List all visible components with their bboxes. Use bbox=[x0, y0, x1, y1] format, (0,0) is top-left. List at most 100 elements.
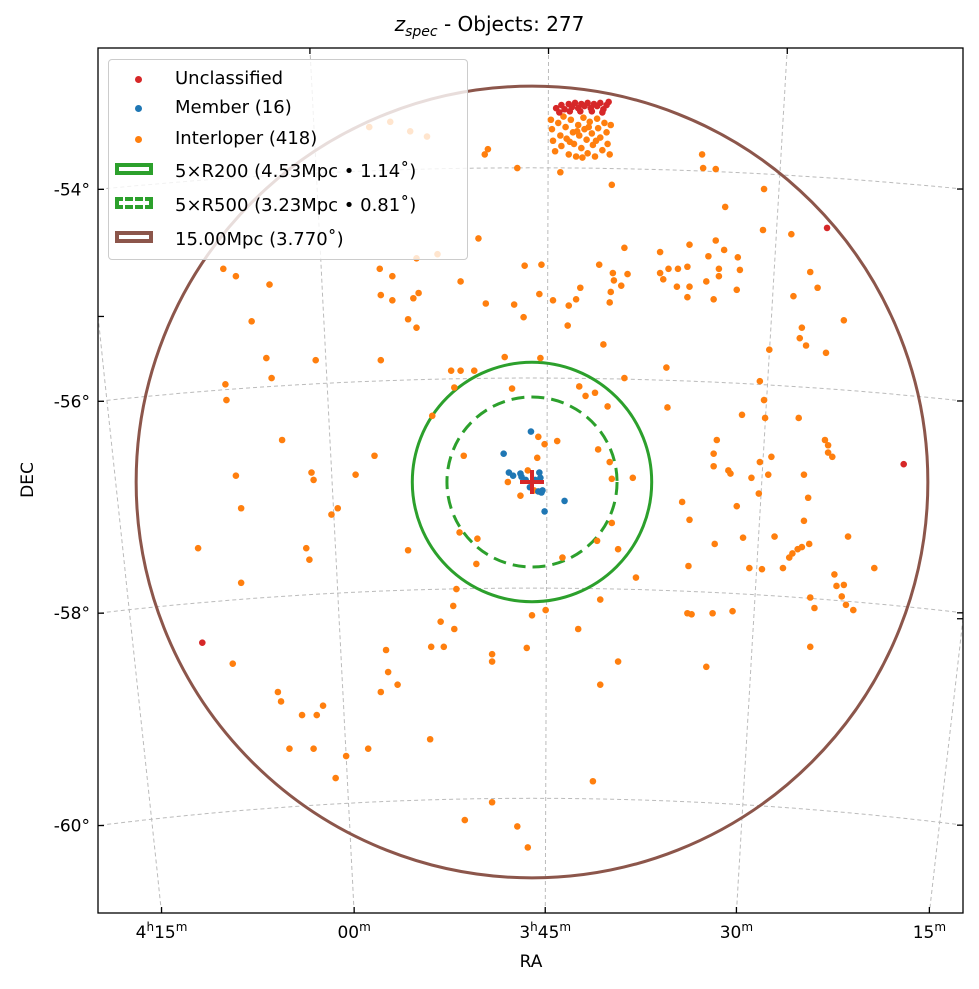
point-interloper bbox=[663, 364, 670, 371]
point-interloper bbox=[806, 268, 814, 276]
point-interloper bbox=[404, 546, 412, 554]
point-unclassified bbox=[823, 224, 831, 232]
point-unclassified bbox=[566, 108, 574, 115]
radius-circles bbox=[134, 84, 930, 880]
legend: Unclassified Member (16) Interloper (418… bbox=[108, 59, 468, 260]
point-interloper bbox=[484, 145, 492, 153]
point-interloper bbox=[410, 294, 417, 302]
point-interloper bbox=[593, 115, 601, 122]
point-interloper bbox=[591, 153, 599, 160]
y-tick-label: -56° bbox=[54, 392, 90, 412]
point-interloper bbox=[553, 437, 561, 445]
point-unclassified bbox=[605, 98, 612, 106]
point-interloper bbox=[564, 322, 571, 329]
point-interloper bbox=[521, 262, 528, 270]
point-interloper bbox=[577, 284, 584, 292]
point-interloper bbox=[574, 625, 582, 633]
point-interloper bbox=[760, 185, 768, 193]
point-interloper bbox=[710, 462, 717, 470]
point-interloper bbox=[453, 585, 460, 593]
point-interloper bbox=[549, 297, 557, 304]
point-unclassified bbox=[571, 99, 579, 107]
point-interloper bbox=[551, 147, 559, 155]
legend-item-r500: 5×R500 (3.23Mpc • 0.81˚) bbox=[109, 190, 467, 220]
point-interloper bbox=[764, 471, 772, 478]
point-interloper bbox=[310, 476, 317, 484]
point-interloper bbox=[712, 165, 720, 173]
point-interloper bbox=[501, 353, 509, 361]
point-interloper bbox=[800, 471, 808, 478]
x-tick-label: 30m bbox=[720, 920, 753, 943]
point-interloper bbox=[488, 650, 496, 658]
point-interloper bbox=[475, 235, 482, 242]
point-interloper bbox=[342, 752, 350, 760]
point-interloper bbox=[674, 265, 682, 273]
point-interloper bbox=[308, 469, 315, 476]
point-interloper bbox=[756, 377, 764, 385]
point-interloper bbox=[558, 142, 565, 150]
point-interloper bbox=[223, 396, 230, 404]
x-tick-label: 00m bbox=[337, 920, 370, 943]
point-interloper bbox=[232, 272, 240, 280]
legend-marker-unclassified bbox=[135, 76, 142, 83]
point-interloper bbox=[831, 571, 838, 578]
point-interloper bbox=[684, 293, 691, 301]
point-interloper bbox=[756, 458, 764, 466]
point-interloper bbox=[514, 823, 521, 830]
point-interloper bbox=[482, 300, 490, 307]
point-interloper bbox=[456, 529, 463, 536]
point-interloper bbox=[382, 646, 390, 654]
point-interloper bbox=[461, 816, 469, 824]
point-member bbox=[541, 508, 548, 515]
point-interloper bbox=[451, 384, 458, 391]
legend-label: Unclassified bbox=[175, 68, 284, 89]
point-interloper bbox=[557, 168, 564, 176]
point-unclassified bbox=[577, 108, 584, 115]
point-interloper bbox=[686, 241, 693, 248]
point-interloper bbox=[584, 150, 591, 157]
point-interloper bbox=[376, 265, 384, 273]
point-interloper bbox=[389, 297, 396, 304]
point-interloper bbox=[755, 490, 763, 497]
point-interloper bbox=[829, 453, 836, 461]
point-interloper bbox=[790, 292, 797, 300]
point-interloper bbox=[575, 383, 583, 390]
point-interloper bbox=[629, 474, 637, 482]
point-interloper bbox=[232, 472, 240, 480]
point-interloper bbox=[838, 593, 846, 600]
point-unclassified bbox=[900, 460, 907, 468]
ra-grid-line bbox=[735, 48, 788, 913]
point-interloper bbox=[541, 440, 548, 448]
ra-grid-line bbox=[544, 48, 549, 913]
title-text: - Objects: 277 bbox=[437, 12, 585, 36]
point-interloper bbox=[565, 302, 573, 309]
point-interloper bbox=[449, 602, 457, 610]
point-interloper bbox=[298, 711, 306, 719]
point-interloper bbox=[710, 450, 717, 457]
point-interloper bbox=[319, 702, 327, 709]
point-interloper bbox=[220, 265, 227, 273]
point-interloper bbox=[313, 711, 321, 719]
point-interloper bbox=[614, 658, 622, 665]
y-tick-label: -54° bbox=[54, 180, 90, 200]
point-interloper bbox=[377, 356, 385, 364]
point-interloper bbox=[703, 278, 710, 285]
point-interloper bbox=[536, 290, 543, 298]
point-interloper bbox=[229, 660, 237, 667]
point-interloper bbox=[352, 471, 359, 478]
point-interloper bbox=[426, 735, 434, 743]
circle-15mpc bbox=[134, 84, 930, 880]
point-unclassified bbox=[588, 108, 596, 115]
point-interloper bbox=[871, 564, 878, 572]
point-interloper bbox=[824, 449, 832, 456]
point-interloper bbox=[761, 414, 769, 422]
title-symbol: z bbox=[394, 12, 406, 36]
point-interloper bbox=[603, 129, 610, 136]
point-interloper bbox=[789, 550, 796, 557]
point-interloper bbox=[535, 433, 542, 441]
point-interloper bbox=[559, 554, 566, 561]
legend-item-unclassified: Unclassified bbox=[109, 63, 467, 93]
point-interloper bbox=[759, 226, 767, 234]
point-interloper bbox=[377, 291, 385, 299]
point-interloper bbox=[608, 519, 616, 527]
